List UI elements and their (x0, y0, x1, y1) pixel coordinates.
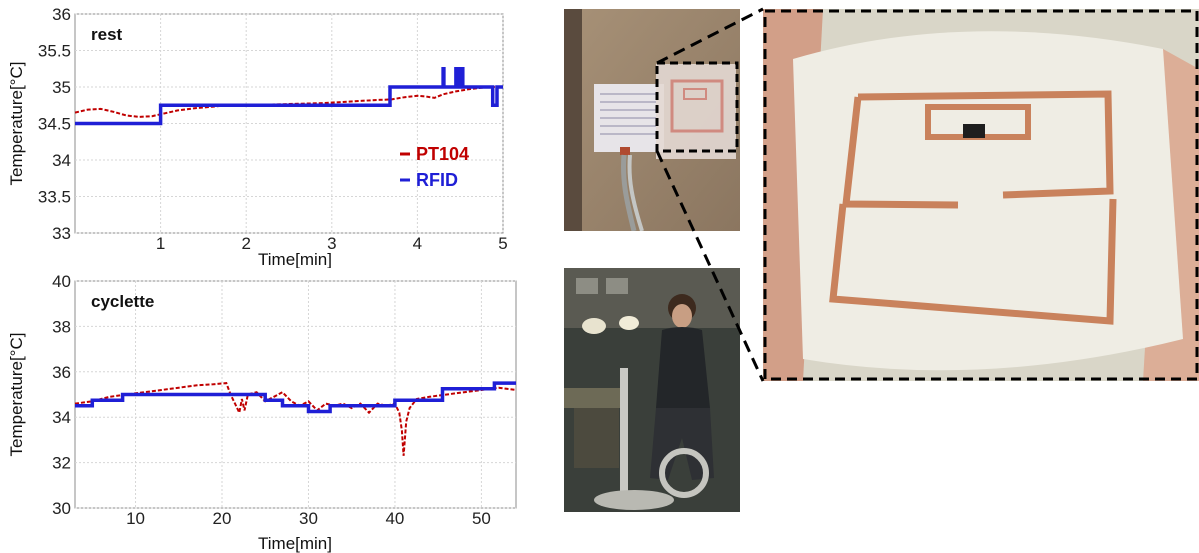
y-tick-label: 38 (52, 317, 71, 336)
x-tick-label: 30 (299, 509, 318, 528)
series-line-rfid (75, 381, 516, 414)
y-axis-label: Temperature[°C] (7, 62, 26, 186)
y-tick-label: 33.5 (38, 188, 71, 207)
x-tick-label: 3 (327, 234, 336, 253)
series-line-pt104 (74, 382, 517, 456)
chart-title: rest (91, 25, 123, 44)
zoom-line-top (656, 7, 764, 65)
x-tick-label: 2 (241, 234, 250, 253)
legend-label: PT104 (416, 144, 469, 164)
x-tick-label: 20 (213, 509, 232, 528)
arm-sensor-photo (564, 9, 740, 231)
x-tick-label: 40 (385, 509, 404, 528)
y-tick-label: 35 (52, 78, 71, 97)
x-axis-label: Time[min] (258, 250, 332, 268)
cyclette-photo (564, 268, 740, 512)
x-axis-label: Time[min] (258, 534, 332, 553)
y-tick-label: 32 (52, 454, 71, 473)
y-tick-label: 33 (52, 224, 71, 243)
x-tick-label: 50 (472, 509, 491, 528)
chart-rest: 1 2 3 4 53333.53434.53535.536restTime[min]Te… (7, 5, 508, 268)
x-tick-label: 5 (498, 234, 507, 253)
y-tick-label: 34.5 (38, 115, 71, 134)
rfid-tag-photo (763, 9, 1199, 381)
x-tick-label: 4 (413, 234, 422, 253)
y-tick-label: 35.5 (38, 42, 71, 61)
y-axis-label: Temperature[°C] (7, 333, 26, 457)
x-tick-label: 1 (156, 234, 165, 253)
x-tick-label: 10 (126, 509, 145, 528)
y-tick-label: 36 (52, 363, 71, 382)
zoom-line-bottom (655, 150, 765, 382)
zoom-box (655, 61, 739, 153)
legend-label: RFID (416, 170, 458, 190)
chart-cyclette: 10 20 30 40 50 30 32 34 36 38 40 cyclette Time[min] T… (7, 272, 517, 553)
y-tick-label: 34 (52, 151, 71, 170)
chart-title: cyclette (91, 292, 154, 311)
y-tick-label: 36 (52, 5, 71, 24)
y-tick-label: 34 (52, 408, 71, 427)
y-tick-label: 30 (52, 499, 71, 518)
series-line-rfid (75, 67, 503, 126)
y-tick-label: 40 (52, 272, 71, 291)
